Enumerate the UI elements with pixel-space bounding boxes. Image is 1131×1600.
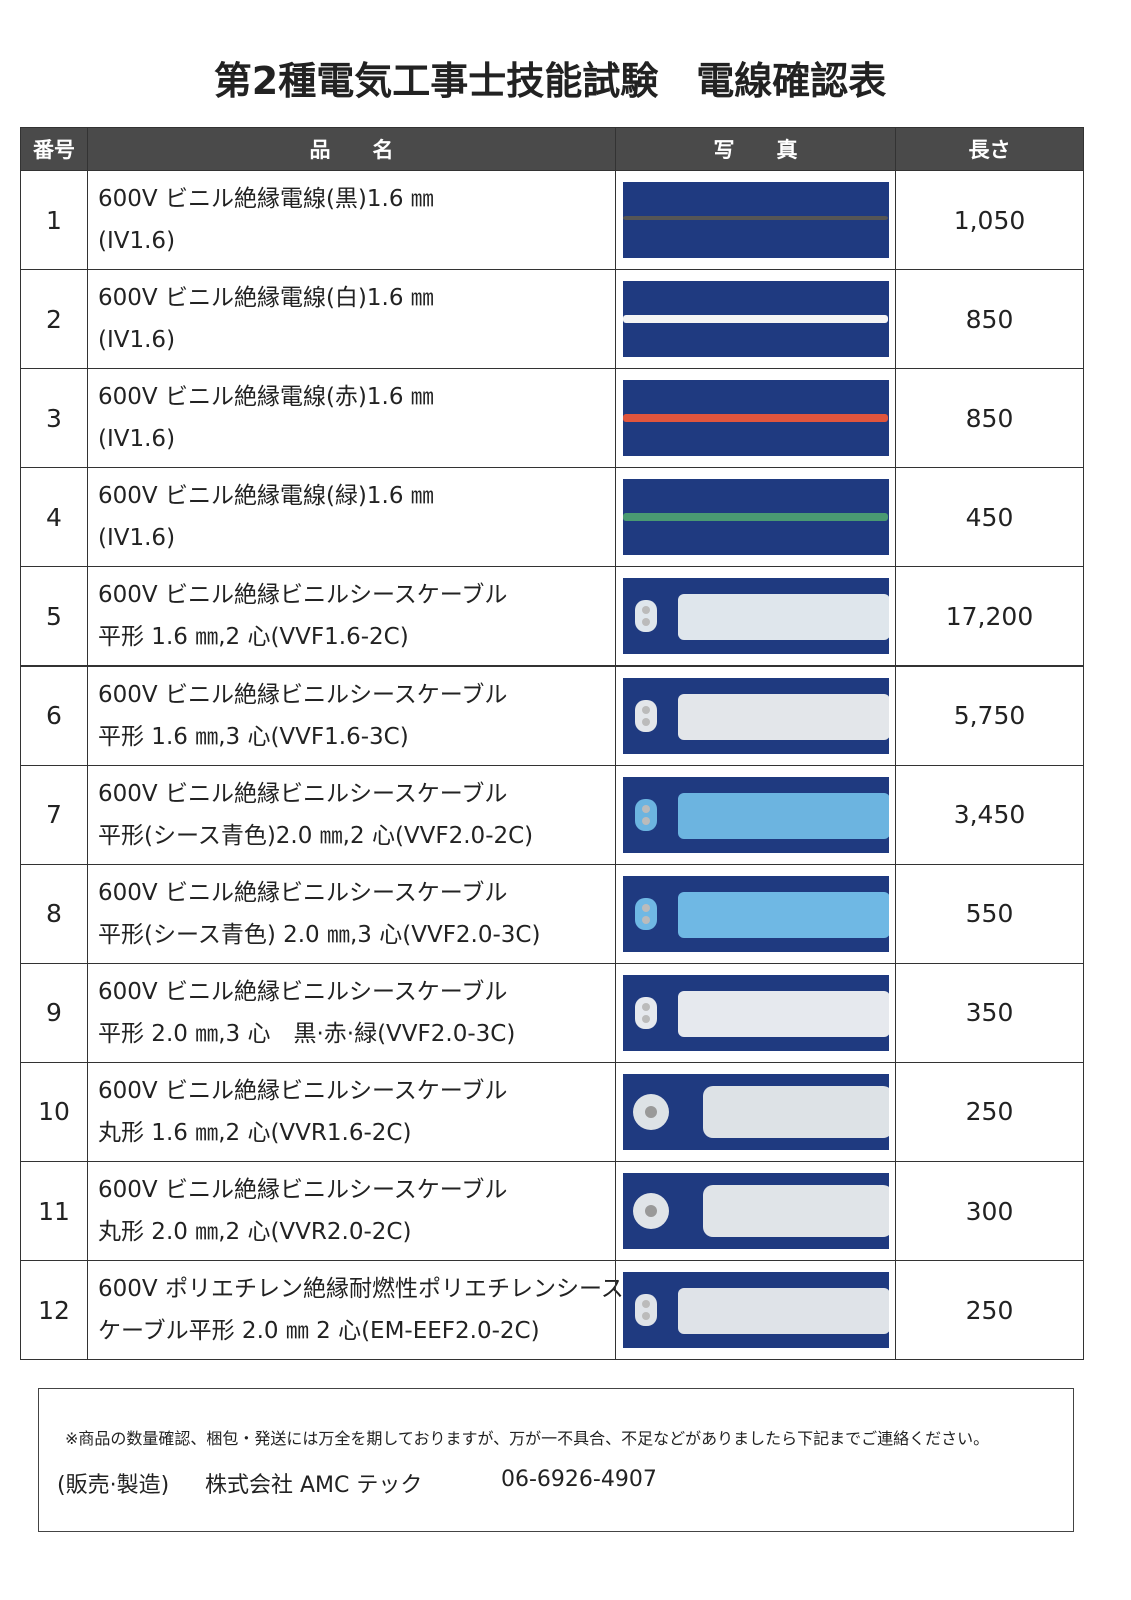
wire-photo <box>622 578 889 655</box>
row-number: 7 <box>20 764 88 865</box>
name-line: 600V ビニル絶縁ビニルシースケーブル <box>98 582 508 609</box>
name-line: ケーブル平形 2.0 ㎜ 2 心(EM-EEF2.0-2C) <box>98 1318 540 1345</box>
photo-cell <box>615 170 896 271</box>
item-name: 600V ビニル絶縁ビニルシースケーブル 丸形 2.0 ㎜,2 心(VVR2.0-… <box>87 1161 616 1262</box>
name-line: (IV1.6) <box>98 228 176 255</box>
photo-cell <box>615 1260 896 1361</box>
item-name: 600V ポリエチレン絶縁耐燃性ポリエチレンシース ケーブル平形 2.0 ㎜ 2 … <box>87 1260 624 1361</box>
wire-photo <box>622 974 889 1051</box>
name-line: 600V ビニル絶縁ビニルシースケーブル <box>98 681 508 708</box>
wire-photo <box>622 1073 889 1150</box>
name-line: 600V ビニル絶縁電線(黒)1.6 ㎜ <box>98 186 434 213</box>
length: 850 <box>895 368 1084 469</box>
item-name: 600V ビニル絶縁電線(赤)1.6 ㎜ (IV1.6) <box>87 368 616 469</box>
name-line: (IV1.6) <box>98 525 176 552</box>
column-header: 番号 <box>20 127 88 171</box>
row-number: 6 <box>20 665 88 766</box>
photo-cell <box>615 368 896 469</box>
role: (販売·製造) <box>57 1473 170 1498</box>
length: 1,050 <box>895 170 1084 271</box>
title: 第2種電気工事士技能試験 電線確認表 <box>213 59 887 103</box>
item-name: 600V ビニル絶縁ビニルシースケーブル平形(シース青色) 2.0 ㎜,3 心(… <box>87 863 616 964</box>
wire-photo <box>622 776 889 853</box>
wire-photo <box>622 380 889 457</box>
length: 550 <box>895 863 1084 964</box>
length: 250 <box>895 1061 1084 1162</box>
row-number: 9 <box>20 962 88 1063</box>
name-line: 600V ビニル絶縁ビニルシースケーブル <box>98 1177 508 1204</box>
photo-cell <box>615 1161 896 1262</box>
name-line: 600V ビニル絶縁ビニルシースケーブル <box>98 780 508 807</box>
name-line: 平形 1.6 ㎜,2 心(VVF1.6-2C) <box>98 624 409 651</box>
name-line: 600V ビニル絶縁ビニルシースケーブル <box>98 978 508 1005</box>
column-header: 長さ <box>895 127 1084 171</box>
item-name: 600V ビニル絶縁ビニルシースケーブル 平形 2.0 ㎜,3 心 黒·赤·緑(V… <box>87 962 616 1063</box>
wire-photo <box>622 1272 889 1349</box>
length: 850 <box>895 269 1084 370</box>
column-header: 写 真 <box>615 127 896 171</box>
row-number: 3 <box>20 368 88 469</box>
name-line: 丸形 2.0 ㎜,2 心(VVR2.0-2C) <box>98 1219 412 1246</box>
length: 17,200 <box>895 566 1084 667</box>
row-number: 1 <box>20 170 88 271</box>
phone: 06-6926-4907 <box>501 1467 657 1492</box>
photo-cell <box>615 863 896 964</box>
item-name: 600V ビニル絶縁電線(黒)1.6 ㎜ (IV1.6) <box>87 170 616 271</box>
length: 5,750 <box>895 665 1084 766</box>
name-line: 平形 1.6 ㎜,3 心(VVF1.6-3C) <box>98 723 409 750</box>
item-name: 600V ビニル絶縁電線(緑)1.6 ㎜ (IV1.6) <box>87 467 616 568</box>
row-number: 11 <box>20 1161 88 1262</box>
item-name: 600V ビニル絶縁ビニルシースケーブル 平形 1.6 ㎜,2 心(VVF1.6-… <box>87 566 616 667</box>
wire-photo <box>622 479 889 556</box>
name-line: 600V ビニル絶縁ビニルシースケーブル <box>98 879 508 906</box>
name-line: 600V ビニル絶縁ビニルシースケーブル <box>98 1077 508 1104</box>
column-header: 品 名 <box>87 127 616 171</box>
name-line: 丸形 1.6 ㎜,2 心(VVR1.6-2C) <box>98 1119 412 1146</box>
photo-cell <box>615 665 896 766</box>
row-number: 4 <box>20 467 88 568</box>
name-line: 平形(シース青色)2.0 ㎜,2 心(VVF2.0-2C) <box>98 822 534 849</box>
wire-photo <box>622 182 889 259</box>
item-name: 600V ビニル絶縁電線(白)1.6 ㎜ (IV1.6) <box>87 269 616 370</box>
name-line: 600V ビニル絶縁電線(白)1.6 ㎜ <box>98 285 434 312</box>
item-name: 600V ビニル絶縁ビニルシースケーブル 平形(シース青色)2.0 ㎜,2 心(V… <box>87 764 616 865</box>
wire-photo <box>622 677 889 754</box>
length: 3,450 <box>895 764 1084 865</box>
wire-photo <box>622 1173 889 1250</box>
name-line: 600V ビニル絶縁電線(赤)1.6 ㎜ <box>98 384 434 411</box>
company: 株式会社 AMC テック <box>205 1473 423 1498</box>
name-line: 600V ビニル絶縁電線(緑)1.6 ㎜ <box>98 483 434 510</box>
row-number: 5 <box>20 566 88 667</box>
photo-cell <box>615 269 896 370</box>
length: 300 <box>895 1161 1084 1262</box>
photo-cell <box>615 962 896 1063</box>
name-line: 600V ポリエチレン絶縁耐燃性ポリエチレンシース <box>98 1276 624 1303</box>
length: 250 <box>895 1260 1084 1361</box>
item-name: 600V ビニル絶縁ビニルシースケーブル 平形 1.6 ㎜,3 心(VVF1.6-… <box>87 665 616 766</box>
name-line: (IV1.6) <box>98 327 176 354</box>
wire-photo <box>622 281 889 358</box>
photo-cell <box>615 566 896 667</box>
note: ※商品の数量確認、梱包・発送には万全を期しておりますが、万が一不具合、不足などが… <box>65 1429 990 1448</box>
photo-cell <box>615 764 896 865</box>
item-name: 600V ビニル絶縁ビニルシースケーブル 丸形 1.6 ㎜,2 心(VVR1.6-… <box>87 1061 616 1162</box>
wire-photo <box>622 875 889 952</box>
photo-cell <box>615 1061 896 1162</box>
length: 350 <box>895 962 1084 1063</box>
photo-cell <box>615 467 896 568</box>
footer-box: ※商品の数量確認、梱包・発送には万全を期しておりますが、万が一不具合、不足などが… <box>38 1388 1074 1532</box>
name-line: (IV1.6) <box>98 426 176 453</box>
row-number: 8 <box>20 863 88 964</box>
row-number: 2 <box>20 269 88 370</box>
row-number: 12 <box>20 1260 88 1361</box>
length: 450 <box>895 467 1084 568</box>
name-line: 平形(シース青色) 2.0 ㎜,3 心(VVF2.0-3C) <box>98 921 541 948</box>
row-number: 10 <box>20 1061 88 1162</box>
name-line: 平形 2.0 ㎜,3 心 黒·赤·緑(VVF2.0-3C) <box>98 1020 516 1047</box>
